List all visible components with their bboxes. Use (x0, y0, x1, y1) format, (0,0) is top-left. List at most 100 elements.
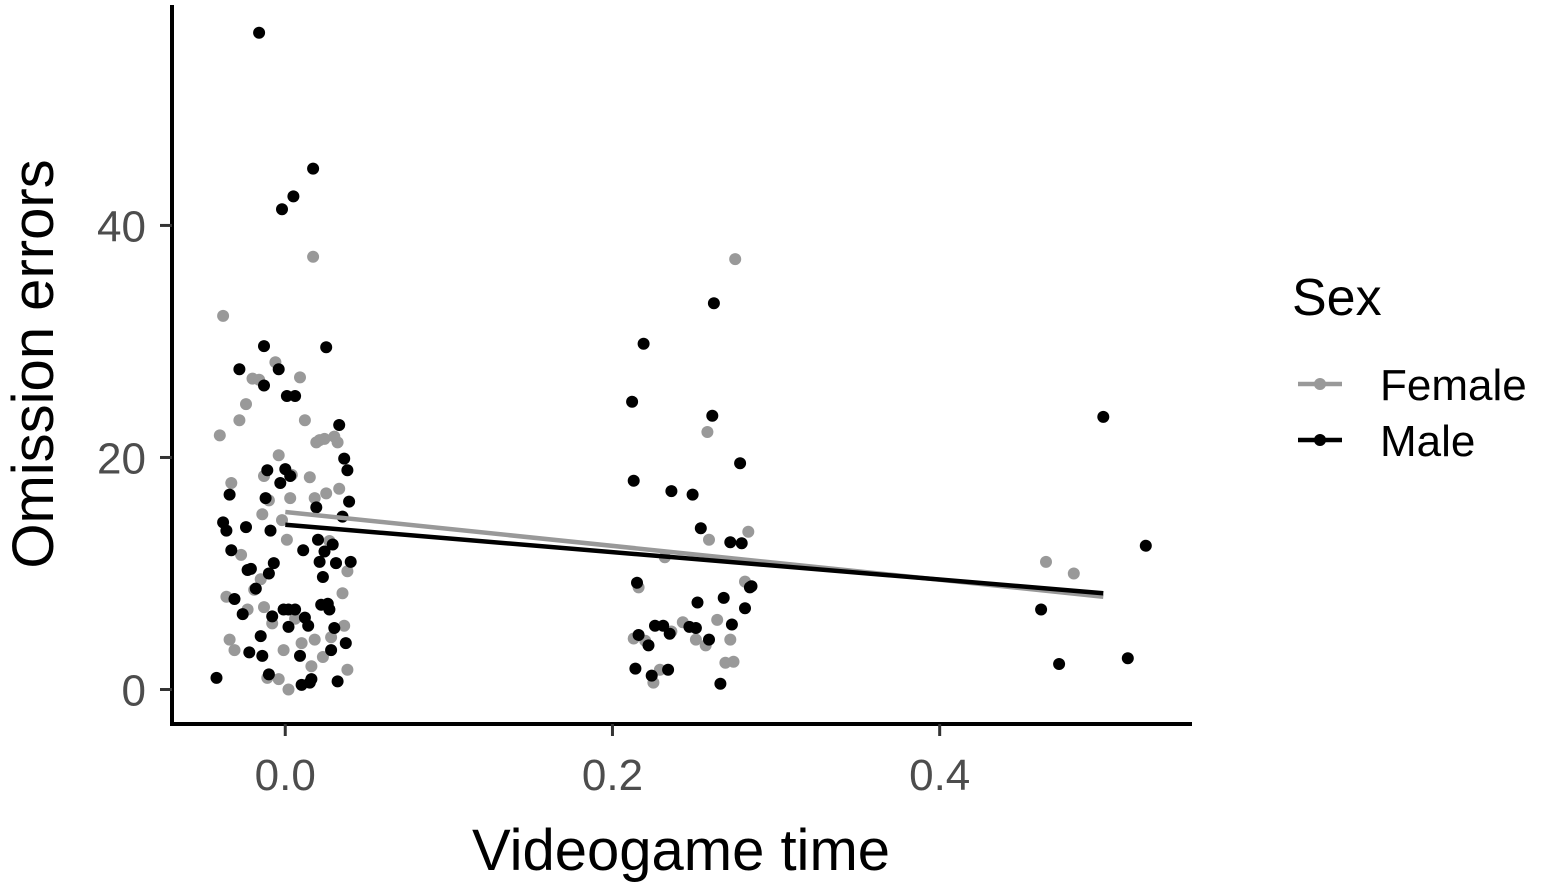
point-female-42 (277, 644, 290, 657)
point-female-48 (316, 651, 329, 663)
y-axis-title: Omission errors (1, 159, 66, 568)
point-male-58 (331, 675, 344, 688)
point-female-24 (320, 487, 333, 500)
point-male-15 (256, 649, 269, 662)
point-male-73 (645, 669, 658, 682)
point-female-11 (272, 449, 285, 462)
point-male-25 (272, 363, 285, 376)
point-male-19 (261, 464, 274, 477)
point-male-83 (694, 522, 707, 535)
point-female-51 (338, 619, 351, 632)
point-male-86 (707, 297, 720, 310)
x-ticks: 0.0 0.2 0.4 (255, 724, 970, 800)
point-male-91 (734, 457, 747, 470)
point-male-64 (343, 495, 356, 508)
legend: Sex Female Male (1292, 269, 1527, 466)
trend-line-male (285, 522, 1104, 596)
y-tick-label-40: 40 (97, 202, 146, 251)
point-female-2 (225, 477, 238, 489)
point-male-18 (259, 492, 272, 505)
legend-key-point-male (1314, 434, 1326, 446)
point-female-18 (303, 471, 316, 484)
point-male-57 (330, 557, 342, 570)
point-male-78 (665, 485, 678, 498)
point-male-50 (318, 545, 331, 558)
point-male-2 (220, 524, 233, 537)
point-male-80 (686, 488, 699, 501)
point-male-26 (274, 477, 287, 489)
legend-title: Sex (1292, 269, 1382, 327)
point-male-5 (228, 593, 241, 605)
point-male-54 (325, 644, 338, 657)
x-tick-label-0.4: 0.4 (909, 751, 970, 800)
point-female-12 (276, 514, 288, 527)
point-male-65 (344, 555, 357, 568)
point-female-16 (294, 371, 306, 384)
legend-key-point-female (1314, 378, 1326, 390)
point-male-77 (663, 627, 676, 640)
point-male-66 (626, 395, 639, 408)
point-male-61 (338, 452, 351, 465)
point-female-41 (272, 673, 285, 686)
point-male-12 (249, 582, 262, 595)
point-female-72 (1040, 555, 1052, 568)
point-male-16 (258, 340, 270, 353)
legend-label-male: Male (1380, 417, 1475, 466)
point-female-38 (258, 601, 270, 614)
point-male-63 (341, 464, 354, 477)
point-female-19 (307, 250, 320, 263)
point-female-27 (331, 436, 344, 449)
point-male-39 (297, 544, 310, 557)
point-male-49 (316, 571, 329, 583)
point-male-0 (210, 671, 223, 684)
point-male-76 (662, 663, 675, 676)
point-male-20 (262, 668, 275, 681)
x-tick-label-0.2: 0.2 (582, 751, 643, 800)
point-female-46 (305, 660, 318, 673)
point-male-45 (310, 501, 323, 514)
point-male-92 (735, 537, 748, 550)
point-male-41 (302, 619, 315, 632)
point-male-37 (294, 649, 306, 662)
point-female-65 (711, 613, 724, 626)
point-male-70 (632, 629, 645, 641)
point-male-99 (1121, 652, 1134, 665)
point-male-6 (233, 363, 246, 376)
point-male-96 (1035, 603, 1048, 616)
point-male-36 (289, 390, 302, 402)
point-male-87 (714, 677, 727, 690)
point-male-81 (689, 622, 702, 634)
point-male-14 (254, 630, 267, 643)
point-male-68 (629, 662, 642, 675)
point-male-74 (649, 619, 661, 632)
point-male-75 (657, 619, 670, 632)
x-axis-title: Videogame time (472, 818, 890, 883)
point-male-8 (240, 521, 252, 534)
point-male-69 (631, 576, 643, 589)
point-female-34 (235, 548, 248, 561)
point-male-55 (326, 538, 339, 551)
point-male-84 (703, 633, 715, 646)
point-male-21 (262, 567, 275, 580)
point-male-56 (328, 622, 341, 634)
point-male-95 (745, 580, 758, 593)
point-male-11 (244, 562, 257, 575)
point-female-63 (701, 426, 714, 438)
point-female-30 (341, 565, 354, 578)
point-male-62 (339, 637, 352, 650)
point-female-17 (298, 414, 311, 427)
point-male-24 (267, 557, 280, 570)
point-female-47 (308, 633, 321, 646)
point-male-72 (642, 639, 655, 652)
point-male-30 (280, 390, 293, 402)
point-male-34 (287, 190, 300, 203)
point-female-3 (233, 414, 246, 427)
point-male-7 (236, 608, 249, 621)
point-male-32 (282, 620, 295, 633)
point-female-61 (689, 633, 702, 646)
point-female-7 (256, 508, 269, 521)
point-female-67 (724, 633, 737, 646)
point-male-44 (307, 162, 320, 175)
point-female-4 (240, 398, 252, 411)
